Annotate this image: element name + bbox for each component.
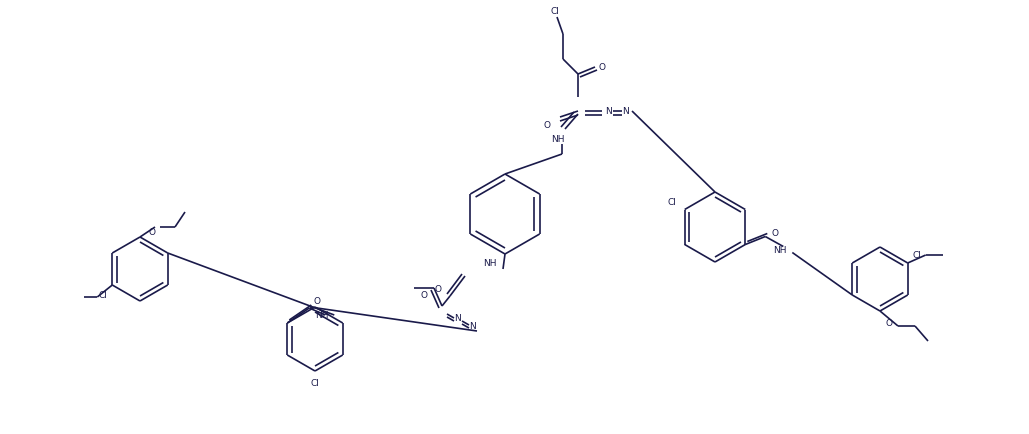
Text: O: O [148, 228, 155, 237]
Text: N: N [622, 107, 629, 116]
Text: N: N [454, 314, 460, 323]
Text: NH: NH [774, 246, 787, 254]
Text: O: O [543, 120, 551, 129]
Text: O: O [421, 290, 427, 299]
Text: O: O [885, 319, 892, 328]
Text: O: O [314, 297, 321, 306]
Text: N: N [468, 322, 475, 331]
Text: Cl: Cl [551, 7, 560, 16]
Text: NH: NH [316, 311, 329, 320]
Text: Cl: Cl [913, 251, 922, 260]
Text: N: N [605, 107, 611, 116]
Text: Cl: Cl [99, 291, 107, 300]
Text: O: O [599, 63, 605, 72]
Text: Cl: Cl [668, 197, 677, 207]
Text: Cl: Cl [311, 378, 319, 388]
Text: NH: NH [484, 258, 497, 267]
Text: O: O [772, 228, 779, 237]
Text: O: O [434, 284, 441, 293]
Text: NH: NH [552, 135, 565, 144]
